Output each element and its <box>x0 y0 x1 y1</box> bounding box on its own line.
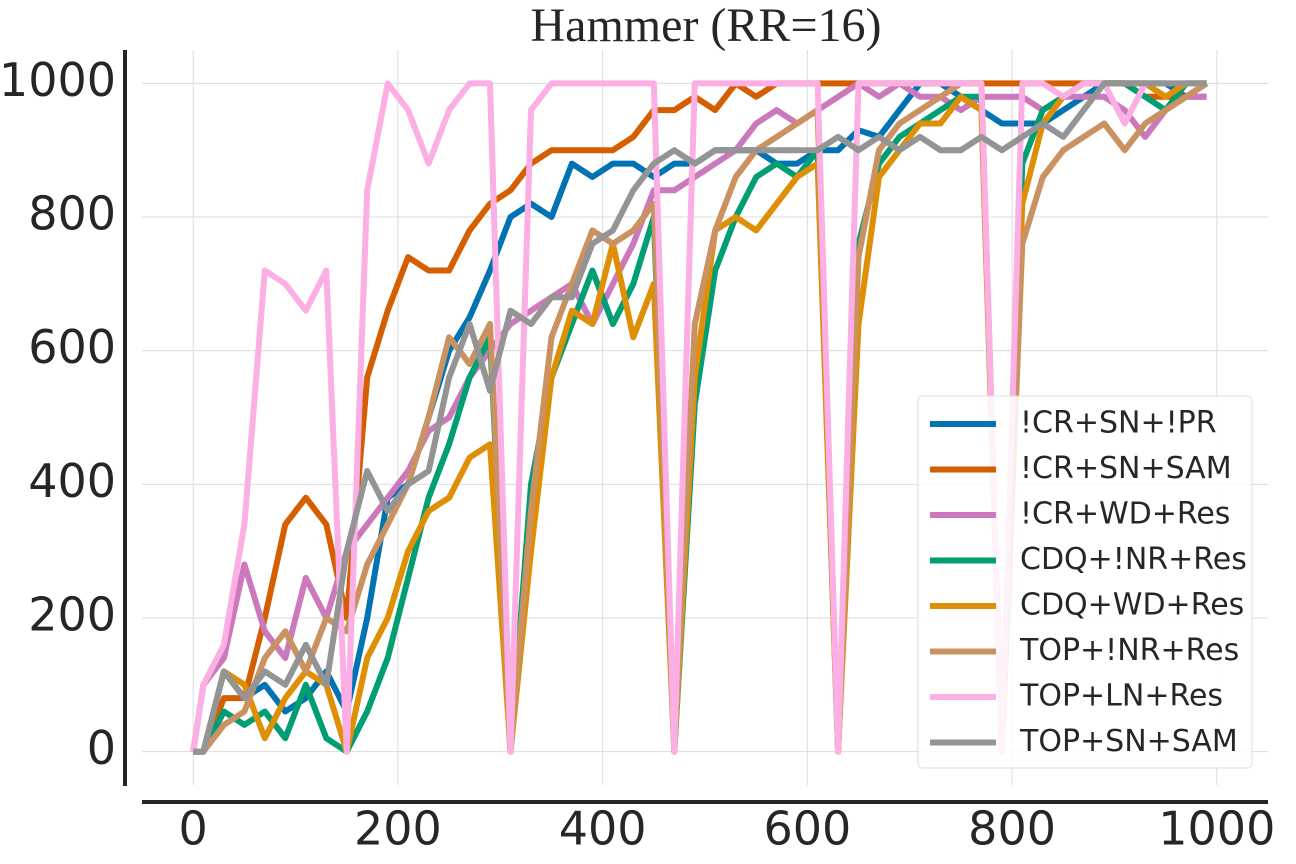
y-tick-label: 1000 <box>0 53 116 107</box>
x-tick-label: 800 <box>968 802 1056 856</box>
series-line <box>193 80 1207 755</box>
x-tick-label: 400 <box>559 802 647 856</box>
legend-label: TOP+!NR+Res <box>1019 633 1239 668</box>
legend-label: !CR+WD+Res <box>1020 497 1230 532</box>
series-line <box>190 80 1207 755</box>
x-tick-label: 0 <box>179 802 208 856</box>
y-tick-label: 200 <box>28 587 116 641</box>
legend-box <box>917 395 1253 769</box>
x-tick-label: 1000 <box>1158 802 1275 856</box>
legend-label: !CR+SN+!PR <box>1020 406 1217 441</box>
legend-label: CDQ+!NR+Res <box>1020 542 1247 577</box>
y-tick-label: 600 <box>28 320 116 374</box>
x-tick-label: 600 <box>763 802 851 856</box>
axes: 0 200 400 600 800 1000 0 200 400 600 800 1000 <box>0 50 1275 856</box>
legend-label: TOP+LN+Res <box>1019 679 1223 714</box>
y-tick-label: 400 <box>28 454 116 508</box>
legend-label: !CR+SN+SAM <box>1020 451 1232 486</box>
legend-label: CDQ+WD+Res <box>1020 588 1244 623</box>
y-tick-label: 0 <box>87 721 116 775</box>
legend-label: TOP+SN+SAM <box>1019 724 1238 759</box>
chart-title: Hammer (RR=16) <box>531 0 882 52</box>
legend: !CR+SN+!PR !CR+SN+SAM !CR+WD+Res CDQ+!NR+Re… <box>917 395 1253 769</box>
y-tick-label: 800 <box>28 187 116 241</box>
lines <box>190 80 1209 755</box>
x-tick-label: 200 <box>354 802 442 856</box>
